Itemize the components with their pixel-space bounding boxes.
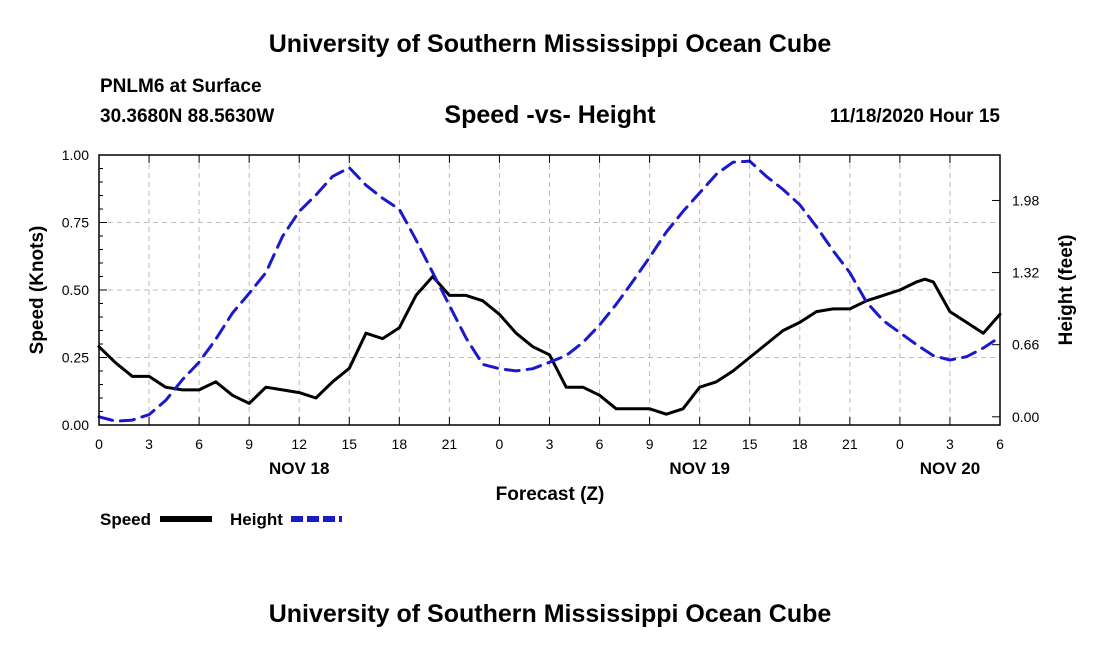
chart-title: Speed -vs- Height (444, 101, 656, 129)
y2-tick-label: 1.98 (1012, 192, 1039, 208)
legend: Speed Height (100, 510, 342, 529)
day-label: NOV 20 (920, 459, 980, 478)
y-tick-label: 0.25 (62, 350, 89, 366)
x-tick-label: 9 (245, 436, 253, 452)
y-tick-label: 1.00 (62, 147, 89, 163)
x-tick-label: 6 (996, 436, 1004, 452)
y2-tick-label: 1.32 (1012, 265, 1039, 281)
x-tick-label: 15 (742, 436, 758, 452)
y2-tick-label: 0.66 (1012, 337, 1039, 353)
height-series-line (97, 159, 1002, 423)
station-label: PNLM6 at Surface (100, 76, 262, 97)
x-tick-label: 18 (392, 436, 408, 452)
axis-layer: 0 3 6 9 12 15 18 21 0 3 6 9 12 15 18 21 0 3 6 0.00 0.25 0.50 0… (62, 147, 1040, 478)
x-tick-label: 15 (341, 436, 357, 452)
x-tick-label: 6 (596, 436, 604, 452)
x-tick-label: 3 (546, 436, 554, 452)
legend-height-label: Height (230, 510, 283, 529)
legend-speed-label: Speed (100, 510, 151, 529)
x-tick-label: 3 (946, 436, 954, 452)
day-label: NOV 18 (269, 459, 329, 478)
footer-title: University of Southern Mississippi Ocean… (268, 600, 832, 628)
x-tick-label: 6 (195, 436, 203, 452)
x-tick-label: 0 (95, 436, 103, 452)
y2-tick-label: 0.00 (1012, 409, 1039, 425)
y2-axis-label: Height (feet) (1056, 235, 1077, 346)
y-tick-label: 0.75 (62, 215, 89, 231)
y-axis-label: Speed (Knots) (27, 226, 48, 355)
x-tick-label: 3 (145, 436, 153, 452)
y-tick-label: 0.50 (62, 282, 89, 298)
y-tick-label: 0.00 (62, 417, 89, 433)
x-axis-label: Forecast (Z) (496, 484, 605, 505)
grid-lines (99, 155, 1000, 425)
x-tick-label: 9 (646, 436, 654, 452)
speed-series-line (97, 275, 1002, 416)
forecast-datetime: 11/18/2020 Hour 15 (829, 106, 1000, 127)
series-layer (97, 159, 1002, 423)
day-label: NOV 19 (669, 459, 729, 478)
x-tick-label: 18 (792, 436, 808, 452)
page-title: University of Southern Mississippi Ocean… (268, 30, 832, 58)
x-tick-label: 12 (692, 436, 708, 452)
x-tick-label: 21 (842, 436, 858, 452)
x-tick-label: 21 (442, 436, 458, 452)
x-tick-label: 0 (496, 436, 504, 452)
coordinates-label: 30.3680N 88.5630W (100, 106, 275, 127)
x-tick-label: 12 (291, 436, 307, 452)
x-tick-label: 0 (896, 436, 904, 452)
